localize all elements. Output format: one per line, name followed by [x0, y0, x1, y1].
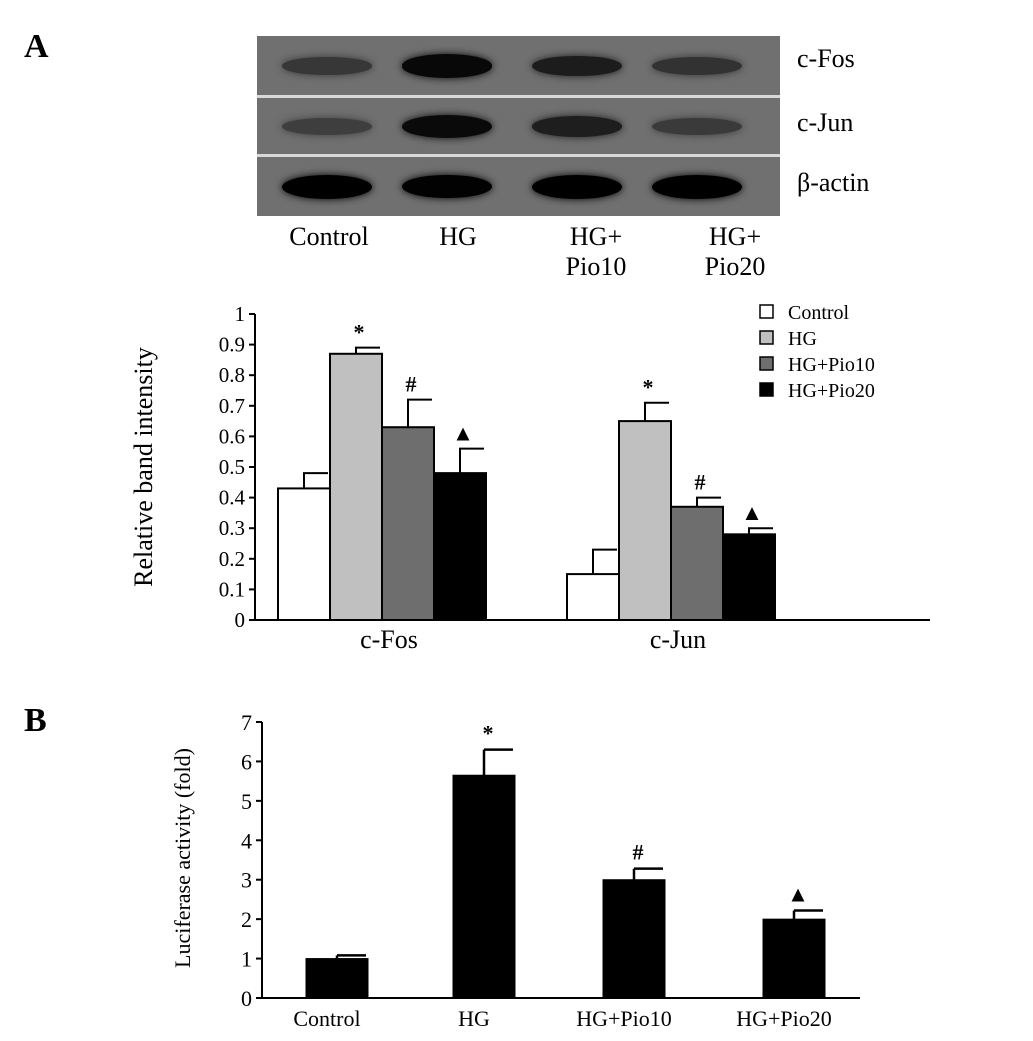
significance-marker: * [483, 721, 494, 746]
y-tick-label: 2 [241, 907, 252, 932]
blot-band [402, 115, 492, 138]
y-tick-label: 3 [241, 868, 252, 893]
bar [762, 918, 826, 999]
blot-band [282, 57, 372, 75]
legend-label: Control [788, 302, 850, 324]
y-tick-label: 1 [235, 302, 246, 326]
legend-swatch [759, 330, 774, 345]
blot-row [257, 36, 780, 96]
bar [277, 487, 331, 622]
x-tick-label: HG+Pio20 [736, 1006, 832, 1031]
y-axis-label: Luciferase activity (fold) [170, 748, 195, 968]
y-tick-label: 0.5 [219, 455, 245, 479]
blot-row [257, 98, 780, 155]
bar [722, 533, 776, 622]
blot-band [402, 54, 492, 78]
significance-marker: ▲ [741, 500, 763, 525]
significance-marker: * [643, 375, 654, 400]
significance-marker: # [695, 470, 706, 495]
bar [305, 958, 369, 999]
blot-lane-label: HG [439, 222, 477, 251]
significance-marker: # [406, 372, 417, 397]
blot-band [652, 174, 742, 199]
blot-band [532, 116, 622, 137]
y-tick-label: 0.3 [219, 516, 245, 540]
blot-row-label: c-Fos [797, 44, 855, 73]
legend-label: HG [788, 328, 817, 350]
y-tick-label: 1 [241, 947, 252, 972]
bar [670, 505, 724, 621]
blot-band [532, 55, 622, 77]
panel-b-label: B [24, 702, 47, 739]
y-tick-label: 5 [241, 789, 252, 814]
significance-marker: ▲ [787, 881, 809, 906]
y-tick-label: 0.8 [219, 363, 245, 387]
blot-lane-label: HG+ Pio20 [704, 222, 766, 281]
legend-swatch [759, 304, 774, 319]
y-tick-label: 0.7 [219, 394, 245, 418]
blot-band [402, 174, 492, 199]
legend-swatch [759, 356, 774, 371]
y-tick-label: 0.9 [219, 333, 245, 357]
y-tick-label: 4 [241, 828, 252, 853]
y-tick-label: 6 [241, 749, 252, 774]
significance-marker: # [633, 840, 644, 865]
blot-row [257, 157, 780, 216]
legend-swatch [759, 382, 774, 397]
panel-a-label: A [24, 28, 49, 65]
x-tick-label: c-Jun [650, 625, 706, 654]
x-tick-label: Control [293, 1006, 360, 1031]
blot-band [652, 117, 742, 135]
western-blot-image [257, 36, 780, 216]
blot-band [652, 57, 742, 75]
x-tick-label: c-Fos [360, 625, 418, 654]
legend-label: HG+Pio20 [788, 380, 875, 402]
blot-row-label: c-Jun [797, 108, 854, 137]
legend-label: HG+Pio10 [788, 354, 875, 376]
blot-band [532, 174, 622, 199]
x-tick-label: HG+Pio10 [576, 1006, 672, 1031]
blot-separator [257, 154, 780, 157]
y-tick-label: 0 [241, 986, 252, 1011]
blot-band [282, 174, 372, 199]
y-axis-label: Relative band intensity [129, 347, 158, 587]
blot-separator [257, 95, 780, 98]
significance-marker: ▲ [452, 421, 474, 446]
blot-band [282, 118, 372, 135]
bar [452, 774, 516, 999]
blot-lane-label: HG+ Pio10 [565, 222, 627, 281]
y-tick-label: 7 [241, 710, 252, 735]
y-tick-label: 0.4 [219, 486, 246, 510]
x-tick-label: HG [458, 1006, 490, 1031]
bar [381, 426, 435, 621]
significance-marker: * [354, 320, 365, 345]
blot-lane-label: Control [289, 222, 369, 251]
bar [602, 879, 666, 999]
bar [433, 472, 487, 621]
y-tick-label: 0 [235, 608, 246, 632]
bar [566, 573, 620, 621]
y-tick-label: 0.6 [219, 424, 245, 448]
bar [329, 352, 383, 621]
y-tick-label: 0.1 [219, 577, 245, 601]
blot-row-label: β-actin [797, 168, 870, 197]
y-tick-label: 0.2 [219, 547, 245, 571]
